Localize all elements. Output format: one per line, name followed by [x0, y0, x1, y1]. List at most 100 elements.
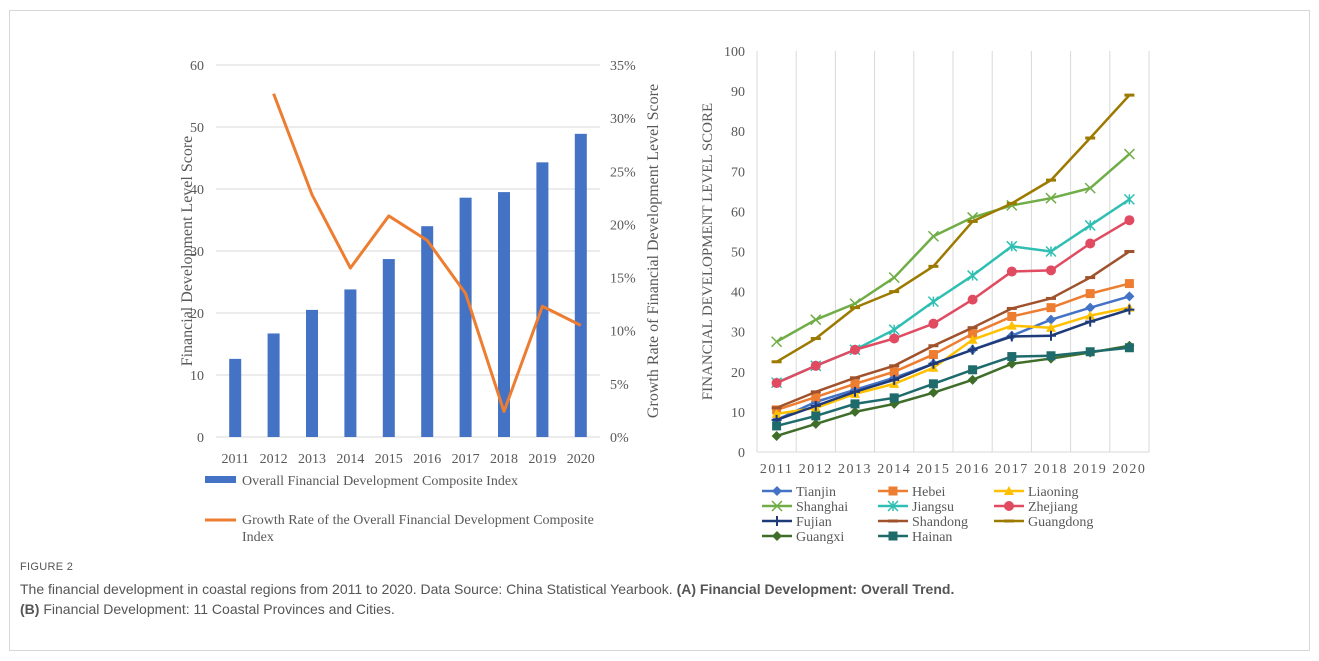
chart-a-ytick-label: 60	[190, 59, 204, 74]
series-point-jiangsu	[1123, 193, 1135, 205]
series-point-shanghai	[888, 272, 900, 284]
series-point-shanghai	[927, 230, 939, 242]
series-point-shanghai	[771, 336, 783, 348]
figure-charts: 0 10 20 30 40 50 60 0% 5% 10% 15% 20% 25% 30% 35% 2011 2…	[179, 45, 1150, 545]
chart-a-bar	[574, 133, 587, 437]
legend-marker-guangxi	[772, 531, 782, 541]
series-point-hainan	[1085, 347, 1095, 357]
series-point-fujian	[1085, 316, 1096, 327]
series-point-guangxi	[850, 406, 860, 417]
chart-b-ytick-label: 40	[731, 286, 745, 301]
chart-a-y2label: Growth Rate of Financial Development Lev…	[645, 84, 662, 418]
caption-panel-b-tag: (B)	[20, 601, 40, 617]
figure-frame	[9, 10, 1310, 651]
series-point-hainan	[850, 399, 860, 409]
legend-marker-shanghai	[771, 500, 783, 512]
chart-b-xtick-label: 2014	[877, 462, 911, 477]
series-point-hebei	[928, 350, 938, 360]
chart-a-xtick-label: 2013	[298, 452, 326, 467]
series-point-hainan	[968, 365, 978, 375]
figure-caption: FIGURE 2 The financial development in co…	[20, 561, 1300, 619]
caption-panel-a-tag: (A)	[676, 581, 697, 597]
legend-label-tianjin: Tianjin	[796, 485, 836, 500]
legend-label-liaoning: Liaoning	[1028, 485, 1079, 500]
series-point-liaoning	[771, 408, 782, 418]
chart-a-xtick-label: 2011	[221, 452, 248, 467]
legend-marker-fujian	[772, 516, 782, 526]
series-line-guangxi	[776, 344, 1130, 438]
series-point-hainan	[1046, 351, 1056, 361]
chart-a-y2tick-label: 20%	[610, 218, 636, 233]
chart-a-xtick-label: 2019	[528, 452, 556, 467]
chart-a-ytick-label: 30	[190, 245, 204, 260]
chart-b-xtick-label: 2017	[995, 462, 1029, 477]
legend-label-hebei: Hebei	[912, 485, 946, 500]
chart-a-bar	[306, 309, 318, 437]
series-line-shandong	[776, 250, 1131, 410]
legend-marker-hainan	[888, 531, 898, 541]
chart-b-xtick-label: 2013	[838, 462, 872, 477]
series-point-shanghai	[810, 314, 822, 326]
series-point-liaoning	[1006, 320, 1017, 330]
series-point-zhejiang	[1124, 215, 1135, 226]
series-point-hebei	[811, 392, 821, 402]
legend-marker-tianjin	[772, 486, 782, 496]
series-point-hebei	[850, 379, 860, 389]
series-point-shanghai	[1123, 148, 1135, 160]
series-point-jiangsu	[1045, 245, 1057, 258]
caption-main: The financial development in coastal reg…	[20, 581, 673, 597]
chart-a-ylabel: Financial Development Level Score	[179, 136, 196, 367]
chart-b-ytick-label: 90	[731, 85, 745, 100]
chart-a-bar	[498, 192, 510, 437]
chart-a-xtick-label: 2012	[260, 452, 288, 467]
chart-b-ytick-label: 0	[738, 446, 745, 461]
series-point-hebei	[1046, 303, 1056, 313]
series-point-shanghai	[1045, 192, 1057, 204]
series-point-jiangsu	[888, 324, 900, 336]
series-point-tianjin	[1124, 291, 1135, 302]
legend-marker-jiangsu	[887, 500, 899, 512]
chart-a-bar	[536, 162, 549, 437]
series-point-zhejiang	[967, 294, 978, 305]
chart-b-ylabel: FINANCIAL DEVELOPMENT LEVEL SCORE	[700, 103, 716, 400]
chart-a-legend-bar-label: Overall Financial Development Composite …	[242, 474, 518, 489]
series-line-hebei	[776, 282, 1130, 412]
chart-b-xtick-label: 2020	[1112, 462, 1146, 477]
series-point-zhejiang	[810, 360, 821, 371]
chart-b-ytick-label: 30	[731, 326, 745, 341]
series-point-hebei	[1124, 279, 1134, 289]
legend-label-shanghai: Shanghai	[796, 500, 848, 515]
series-line-fujian	[776, 308, 1130, 422]
series-point-fujian	[1124, 304, 1135, 315]
series-point-tianjin	[1085, 302, 1096, 313]
series-point-hainan	[889, 393, 899, 403]
series-point-zhejiang	[928, 318, 939, 329]
series-point-zhejiang	[850, 344, 860, 355]
legend-label-guangxi: Guangxi	[796, 530, 844, 545]
chart-a-xtick-label: 2018	[490, 452, 518, 467]
chart-a-bar	[459, 197, 472, 437]
series-point-fujian	[889, 374, 900, 385]
figure-label: FIGURE 2	[20, 561, 74, 573]
series-point-hainan	[772, 421, 782, 431]
chart-a-legend-line-label-cont: Index	[242, 530, 274, 545]
series-point-hainan	[928, 379, 938, 389]
chart-a-ytick-label: 50	[190, 121, 204, 136]
series-line-liaoning	[776, 306, 1130, 416]
chart-b-ytick-label: 20	[731, 366, 745, 381]
chart-b-ytick-label: 60	[731, 205, 745, 220]
chart-b-xtick-label: 2015	[916, 462, 950, 477]
series-point-shanghai	[1084, 182, 1096, 194]
chart-a-bar	[229, 358, 242, 437]
chart-a-growth-line	[272, 93, 582, 413]
chart-a-bar	[267, 333, 280, 437]
legend-label-shandong: Shandong	[912, 515, 968, 530]
series-point-fujian	[850, 386, 860, 397]
series-point-guangxi	[1006, 358, 1017, 369]
series-point-hebei	[889, 367, 899, 377]
chart-a-bar	[421, 226, 434, 437]
series-point-jiangsu	[927, 296, 939, 308]
caption-panel-a-text: Financial Development: Overall Trend.	[699, 581, 955, 597]
chart-a-y2tick-label: 5%	[610, 378, 629, 393]
chart-a-ytick-label: 10	[190, 369, 204, 384]
